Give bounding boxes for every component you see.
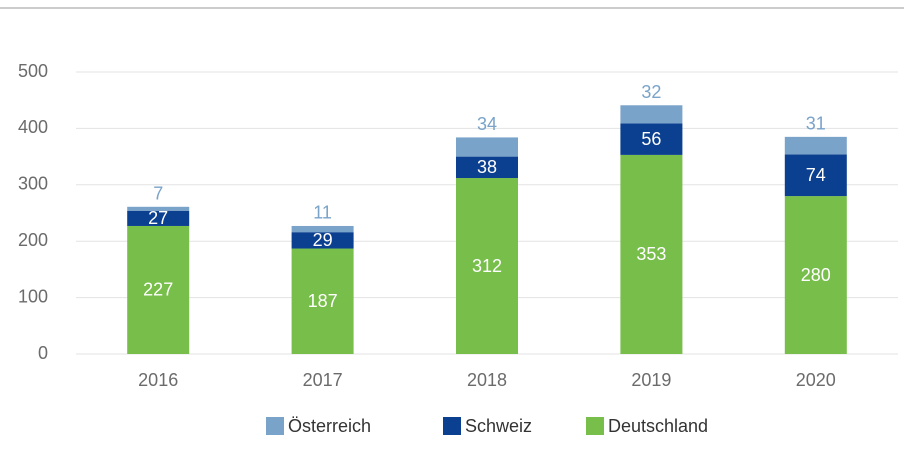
legend-label: Österreich bbox=[288, 416, 371, 436]
y-tick-label: 200 bbox=[18, 230, 48, 250]
bar-segment bbox=[127, 210, 190, 226]
data-label: 312 bbox=[472, 256, 502, 276]
data-label: 32 bbox=[641, 82, 661, 102]
legend-swatch bbox=[443, 417, 461, 435]
x-tick-label: 2017 bbox=[303, 370, 343, 390]
data-label: 31 bbox=[806, 114, 826, 134]
data-label: 7 bbox=[153, 184, 163, 204]
bar-segment bbox=[127, 225, 190, 354]
data-label: 280 bbox=[801, 265, 831, 285]
y-tick-label: 100 bbox=[18, 286, 48, 306]
bar-segment bbox=[456, 137, 518, 157]
bar-segment bbox=[620, 123, 683, 155]
data-label: 29 bbox=[313, 230, 333, 250]
bar-segment bbox=[291, 225, 354, 233]
x-tick-label: 2019 bbox=[631, 370, 671, 390]
data-label: 34 bbox=[477, 114, 497, 134]
legend-label: Schweiz bbox=[465, 416, 532, 436]
bar-segment bbox=[784, 196, 847, 354]
bar-segment bbox=[784, 154, 847, 197]
bar-segment bbox=[784, 136, 847, 155]
bar-segment bbox=[291, 248, 354, 354]
bar-segment bbox=[127, 206, 190, 211]
x-tick-label: 2018 bbox=[467, 370, 507, 390]
y-tick-label: 400 bbox=[18, 117, 48, 137]
legend-swatch bbox=[586, 417, 604, 435]
bar-segment bbox=[291, 232, 354, 249]
legend-swatch bbox=[266, 417, 284, 435]
data-label: 74 bbox=[806, 165, 826, 185]
data-label: 187 bbox=[308, 291, 338, 311]
bar-segment bbox=[456, 156, 518, 179]
data-label: 227 bbox=[143, 280, 173, 300]
data-label: 353 bbox=[636, 244, 666, 264]
data-label: 27 bbox=[148, 208, 168, 228]
data-label: 38 bbox=[477, 157, 497, 177]
data-label: 11 bbox=[313, 203, 332, 223]
y-tick-label: 500 bbox=[18, 61, 48, 81]
x-tick-label: 2020 bbox=[796, 370, 836, 390]
bar-segment bbox=[620, 154, 683, 354]
bar-segment bbox=[456, 178, 518, 354]
legend-label: Deutschland bbox=[608, 416, 708, 436]
y-tick-label: 0 bbox=[38, 343, 48, 363]
y-tick-label: 300 bbox=[18, 174, 48, 194]
x-tick-label: 2016 bbox=[138, 370, 178, 390]
data-label: 56 bbox=[641, 129, 661, 149]
bar-segment bbox=[620, 105, 683, 124]
